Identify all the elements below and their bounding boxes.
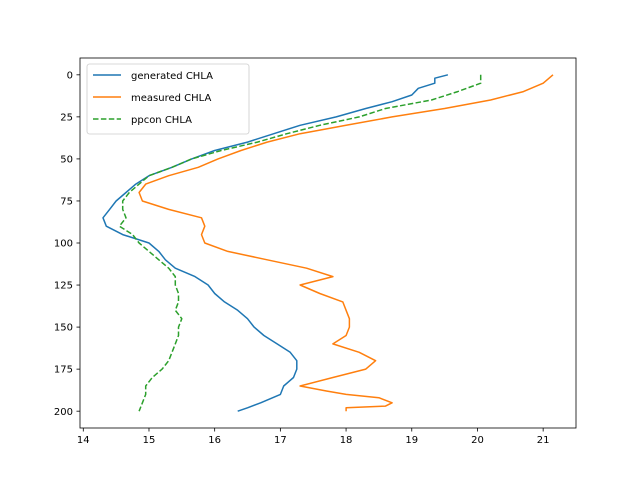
y-tick-label: 50 [60,155,73,166]
legend-label: generated CHLA [131,71,213,82]
y-tick-label: 25 [60,112,73,123]
x-tick-label: 19 [405,435,418,446]
legend-box [86,63,250,135]
y-tick-label: 75 [60,197,73,208]
y-tick-label: 175 [54,365,73,376]
y-tick-label: 100 [54,239,73,250]
x-tick-label: 17 [274,435,287,446]
x-tick-label: 18 [340,435,353,446]
y-tick-label: 200 [54,407,73,418]
series-line-1 [138,74,554,412]
y-axis: 0 25 50 75 100 125 150 175 200 [54,70,80,418]
series-layer [102,74,554,412]
y-tick-label: 150 [54,323,73,334]
series-line-2 [118,74,482,412]
x-axis: 14 15 16 17 18 19 20 21 [77,428,550,446]
x-tick-label: 15 [143,435,156,446]
x-tick-label: 16 [208,435,221,446]
x-tick-label: 21 [537,435,550,446]
y-tick-label: 125 [54,281,73,292]
legend: generated CHLA measured CHLA ppcon CHLA [86,63,250,135]
x-tick-label: 14 [77,435,90,446]
legend-label: ppcon CHLA [131,115,192,126]
legend-label: measured CHLA [131,93,211,104]
y-tick-label: 0 [67,70,73,81]
x-tick-label: 20 [471,435,484,446]
